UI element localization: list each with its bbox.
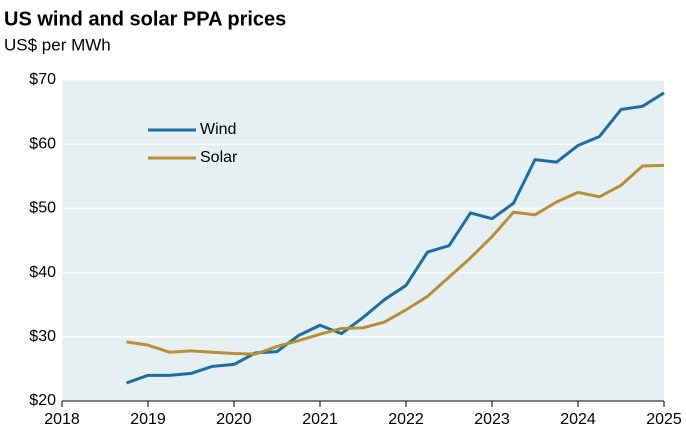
x-tick-label: 2020: [216, 411, 252, 428]
x-tick-label: 2021: [302, 411, 338, 428]
x-tick-label: 2025: [646, 411, 682, 428]
y-tick-label: $40: [29, 264, 56, 281]
y-tick-label: $50: [29, 200, 56, 217]
chart-title: US wind and solar PPA prices: [4, 8, 286, 30]
y-tick-label: $30: [29, 328, 56, 345]
legend-label: Wind: [200, 121, 236, 138]
x-tick-label: 2024: [560, 411, 596, 428]
plot-area: [62, 80, 664, 401]
line-series: [125, 91, 665, 385]
chart-subtitle: US$ per MWh: [4, 35, 111, 54]
y-tick-label: $20: [29, 392, 56, 409]
x-tick-label: 2019: [130, 411, 166, 428]
y-tick-label: $60: [29, 135, 56, 152]
x-tick-label: 2022: [388, 411, 424, 428]
line-series: [126, 163, 665, 356]
y-tick-label: $70: [29, 71, 56, 88]
x-tick-label: 2018: [44, 411, 80, 428]
x-tick-label: 2023: [474, 411, 510, 428]
legend-label: Solar: [200, 149, 238, 166]
